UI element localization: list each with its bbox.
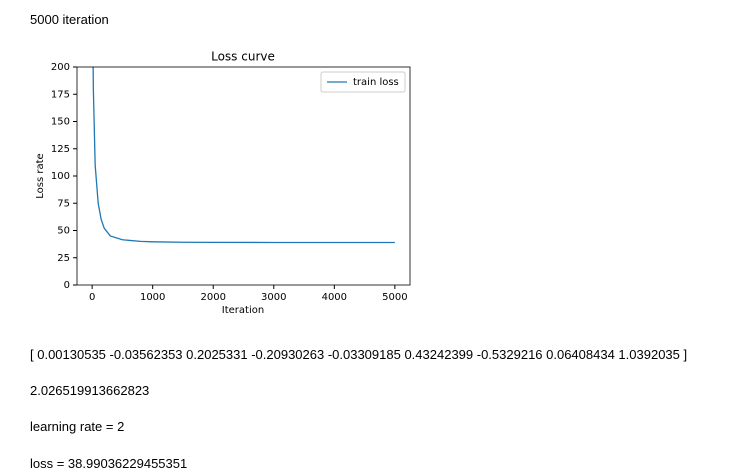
line	[92, 67, 395, 244]
x-tick-label: 4000	[322, 292, 347, 303]
output-text: [ 0.00130535 -0.03562353 0.2025331 -0.20…	[30, 347, 688, 362]
x-tick-label: 0	[89, 292, 95, 303]
x-tick-label: 5000	[382, 292, 407, 303]
y-tick-label: 150	[51, 117, 70, 128]
y-tick-label: 125	[51, 144, 70, 155]
y-tick-label: 75	[57, 198, 70, 209]
y-axis-label: Loss rate	[35, 153, 46, 198]
x-tick-label: 2000	[201, 292, 226, 303]
y-tick-label: 200	[51, 62, 70, 73]
y-tick-label: 0	[64, 280, 70, 291]
chart: Loss curve Iteration Loss rate 0 25 50 75 10…	[35, 50, 411, 316]
output-text: loss = 38.99036229455351	[30, 456, 188, 471]
x-axis-label: Iteration	[222, 305, 264, 316]
y-tick-label: 175	[51, 89, 70, 100]
x-tick-label: 3000	[261, 292, 286, 303]
y-tick-label: 50	[57, 226, 70, 237]
legend: train loss	[320, 71, 406, 93]
chart-title: Loss curve	[211, 50, 275, 64]
x-tick-label: 1000	[140, 292, 165, 303]
legend-box	[320, 71, 406, 93]
legend-label: train loss	[353, 77, 399, 88]
plot-frame	[76, 66, 411, 286]
output-text: 5000 iteration	[30, 12, 109, 27]
output-text: learning rate = 2	[30, 419, 125, 434]
output-text: 2.026519913662823	[30, 383, 150, 398]
y-tick-label: 25	[57, 253, 70, 264]
y-tick-label: 100	[51, 171, 70, 182]
